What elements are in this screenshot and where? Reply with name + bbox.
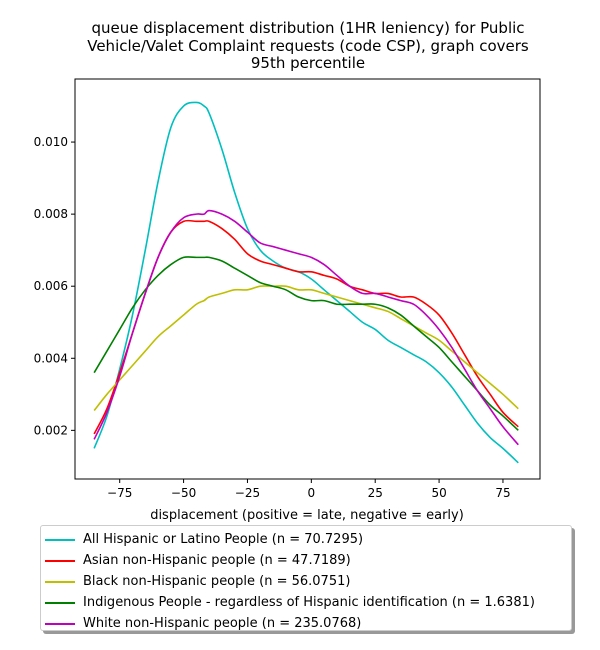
series-line-1	[93, 101, 519, 464]
legend-label: White non-Hispanic people (n = 235.0768)	[83, 616, 362, 631]
series-line-2	[93, 219, 519, 435]
plot-frame	[74, 78, 541, 480]
series-line-3	[93, 285, 519, 412]
chart-title: queue displacement distribution (1HR len…	[87, 19, 529, 72]
legend: All Hispanic or Latino People (n = 70.72…	[40, 525, 572, 631]
legend-item: White non-Hispanic people (n = 235.0768)	[41, 613, 571, 634]
y-tick-label: 0.008	[34, 207, 68, 221]
x-axis: −75 −50 −25 0 25 50 75	[107, 479, 511, 500]
legend-swatch	[45, 559, 75, 562]
legend-swatch	[45, 580, 75, 583]
legend-swatch	[45, 622, 75, 625]
x-axis-label: displacement (positive = late, negative …	[150, 508, 464, 523]
y-tick-label: 0.002	[34, 423, 68, 437]
y-axis: 0.002 0.004 0.006 0.008 0.010	[34, 135, 75, 437]
legend-item: All Hispanic or Latino People (n = 70.72…	[41, 529, 571, 550]
legend-item: Black non-Hispanic people (n = 56.0751)	[41, 571, 571, 592]
x-tick-label: 75	[495, 486, 510, 500]
x-tick-label: −75	[107, 486, 132, 500]
legend-label: Black non-Hispanic people (n = 56.0751)	[83, 574, 351, 589]
series-layer	[93, 101, 519, 464]
legend-label: Indigenous People - regardless of Hispan…	[83, 595, 535, 610]
x-tick-label: 0	[308, 486, 316, 500]
y-tick-label: 0.010	[34, 135, 68, 149]
y-tick-label: 0.006	[34, 279, 68, 293]
y-tick-label: 0.004	[34, 351, 68, 365]
legend-item: Asian non-Hispanic people (n = 47.7189)	[41, 550, 571, 571]
legend-label: All Hispanic or Latino People (n = 70.72…	[83, 532, 364, 547]
legend-swatch	[45, 538, 75, 541]
x-tick-label: −25	[235, 486, 260, 500]
legend-swatch	[45, 601, 75, 604]
x-tick-label: 25	[368, 486, 383, 500]
x-tick-label: −50	[171, 486, 196, 500]
series-line-5	[93, 209, 519, 446]
x-tick-label: 50	[431, 486, 446, 500]
legend-item: Indigenous People - regardless of Hispan…	[41, 592, 571, 613]
series-line-4	[93, 256, 519, 431]
legend-label: Asian non-Hispanic people (n = 47.7189)	[83, 553, 351, 568]
